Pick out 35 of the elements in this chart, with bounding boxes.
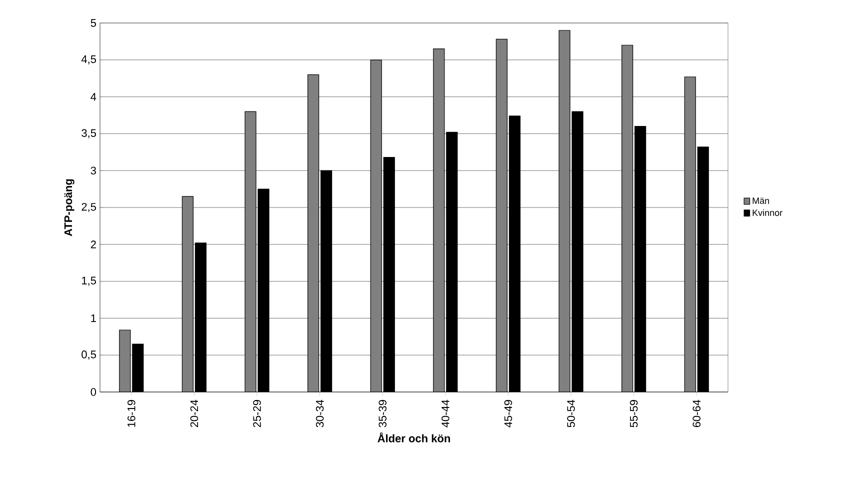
bar: [684, 76, 696, 392]
y-tick-label: 1: [91, 314, 96, 322]
x-tick-label: 60-64: [692, 400, 700, 428]
bar: [182, 196, 194, 392]
x-tick-label: 30-34: [316, 400, 324, 428]
y-tick-label: 0,5: [82, 350, 96, 360]
y-tick-label: 4: [90, 93, 96, 101]
bar: [559, 30, 570, 392]
y-tick-label: 0: [90, 388, 96, 396]
x-tick-label: 40-44: [442, 400, 450, 428]
y-tick-label: 4,5: [81, 55, 96, 64]
x-tick-label: 55-59: [630, 400, 638, 428]
x-axis-title: Ålder och kön: [378, 432, 450, 442]
x-tick-label: 50-54: [567, 400, 575, 428]
x-tick-label: 35-39: [378, 400, 387, 428]
y-tick-label: 2: [90, 240, 96, 248]
y-tick-label: 3,5: [82, 129, 96, 138]
bar: [433, 48, 444, 392]
bar: [622, 45, 633, 392]
bar: [245, 112, 256, 392]
x-tick-label: 45-49: [504, 400, 512, 428]
x-tick-label: 16-19: [128, 400, 136, 427]
legend-label: Män: [752, 198, 769, 204]
y-tick-label: 3: [90, 166, 96, 174]
bar: [370, 60, 382, 392]
legend-label: Kvinnor: [752, 209, 782, 216]
y-axis-title: ATP-poäng: [64, 179, 74, 236]
x-tick-label: 25-29: [253, 400, 261, 428]
bar: [496, 39, 508, 392]
y-tick-label: 5: [90, 19, 96, 27]
y-tick-label: 2,5: [82, 202, 96, 212]
y-tick-label: 1,5: [82, 276, 96, 286]
x-tick-label: 20-24: [190, 400, 198, 428]
bar: [308, 74, 319, 392]
bar: [119, 330, 130, 392]
